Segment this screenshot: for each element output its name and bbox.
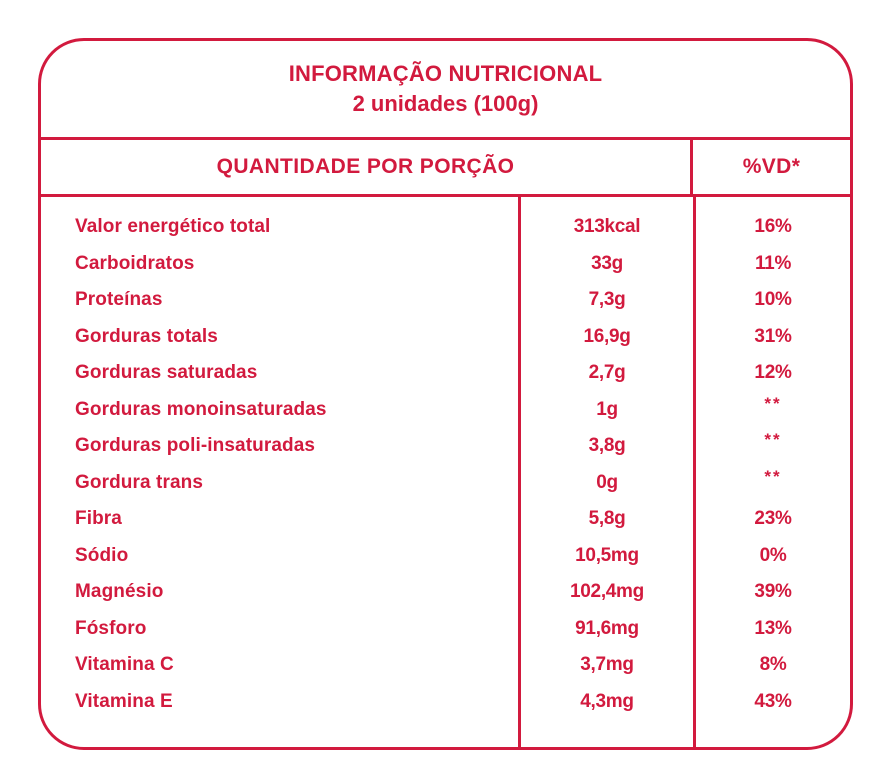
nutrient-vd: 39% [754, 581, 792, 603]
nutrient-amount: 3,8g [588, 435, 626, 457]
table-row: Sódio 10,5mg 0% [41, 538, 850, 575]
nutrient-amount: 91,6mg [575, 617, 639, 639]
nutrient-name: Carboidratos [75, 252, 195, 274]
table-row: Proteínas 7,3g 10% [41, 282, 850, 319]
nutrient-vd: ** [764, 466, 782, 486]
nutrient-vd: 12% [754, 362, 792, 384]
nutrient-amount: 10,5mg [575, 544, 639, 566]
nutrient-vd: 10% [754, 289, 792, 311]
nutrient-vd: 13% [754, 617, 792, 639]
table-row: Fósforo 91,6mg 13% [41, 611, 850, 648]
nutrient-amount: 33g [591, 252, 623, 274]
nutrient-amount: 4,3mg [580, 690, 634, 712]
nutrient-name: Gorduras saturadas [75, 362, 258, 384]
nutrient-vd: 23% [754, 508, 792, 530]
nutrient-name: Gorduras poli-insaturadas [75, 435, 316, 457]
table-row: Gorduras poli-insaturadas 3,8g ** [41, 428, 850, 465]
table-row: Vitamina E 4,3mg 43% [41, 684, 850, 721]
label-serving-size: 2 unidades (100g) [352, 91, 539, 116]
nutrient-name: Gorduras totals [75, 325, 218, 347]
nutrient-name: Gorduras monoinsaturadas [75, 398, 327, 420]
nutrition-facts-table: INFORMAÇÃO NUTRICIONAL 2 unidades (100g)… [38, 38, 853, 750]
table-header-row: QUANTIDADE POR PORÇÃO %VD* [41, 137, 850, 197]
nutrient-vd: ** [764, 430, 782, 450]
nutrient-amount: 313kcal [573, 216, 641, 238]
table-row: Gorduras totals 16,9g 31% [41, 319, 850, 356]
nutrient-amount: 5,8g [588, 508, 626, 530]
nutrient-name: Fósforo [75, 617, 147, 639]
table-row: Gorduras saturadas 2,7g 12% [41, 355, 850, 392]
nutrient-vd: 0% [759, 544, 787, 566]
column-divider-vd [693, 197, 696, 747]
nutrient-amount: 0g [596, 471, 618, 493]
nutrient-name: Fibra [75, 508, 122, 530]
nutrient-vd: 31% [754, 325, 792, 347]
column-divider-amount [518, 197, 521, 747]
nutrient-name: Sódio [75, 544, 129, 566]
column-header-vd: %VD* [742, 155, 801, 178]
nutrient-name: Proteínas [75, 289, 163, 311]
table-row: Magnésio 102,4mg 39% [41, 574, 850, 611]
nutrient-amount: 16,9g [583, 325, 631, 347]
table-row: Carboidratos 33g 11% [41, 246, 850, 283]
column-header-quantity: QUANTIDADE POR PORÇÃO [41, 140, 693, 194]
nutrient-amount: 102,4mg [570, 581, 644, 603]
nutrient-amount: 1g [596, 398, 618, 420]
nutrient-name: Vitamina E [75, 690, 173, 712]
table-row: Gorduras monoinsaturadas 1g ** [41, 392, 850, 429]
nutrient-amount: 3,7mg [580, 654, 634, 676]
nutrient-vd: 43% [754, 690, 792, 712]
table-row: Gordura trans 0g ** [41, 465, 850, 502]
table-row: Valor energético total 313kcal 16% [41, 209, 850, 246]
nutrient-vd: ** [764, 393, 782, 413]
nutrient-amount: 2,7g [588, 362, 626, 384]
table-row: Fibra 5,8g 23% [41, 501, 850, 538]
label-title-section: INFORMAÇÃO NUTRICIONAL 2 unidades (100g) [41, 41, 850, 137]
label-title: INFORMAÇÃO NUTRICIONAL [288, 61, 603, 86]
nutrient-name: Magnésio [75, 581, 164, 603]
table-row: Vitamina C 3,7mg 8% [41, 647, 850, 684]
table-body: Valor energético total 313kcal 16% Carbo… [41, 197, 850, 747]
nutrient-name: Gordura trans [75, 471, 203, 493]
nutrient-name: Valor energético total [75, 216, 271, 238]
nutrient-vd: 11% [754, 252, 792, 274]
nutrient-name: Vitamina C [75, 654, 174, 676]
nutrient-vd: 8% [759, 654, 787, 676]
nutrient-amount: 7,3g [588, 289, 626, 311]
nutrient-vd: 16% [754, 216, 792, 238]
